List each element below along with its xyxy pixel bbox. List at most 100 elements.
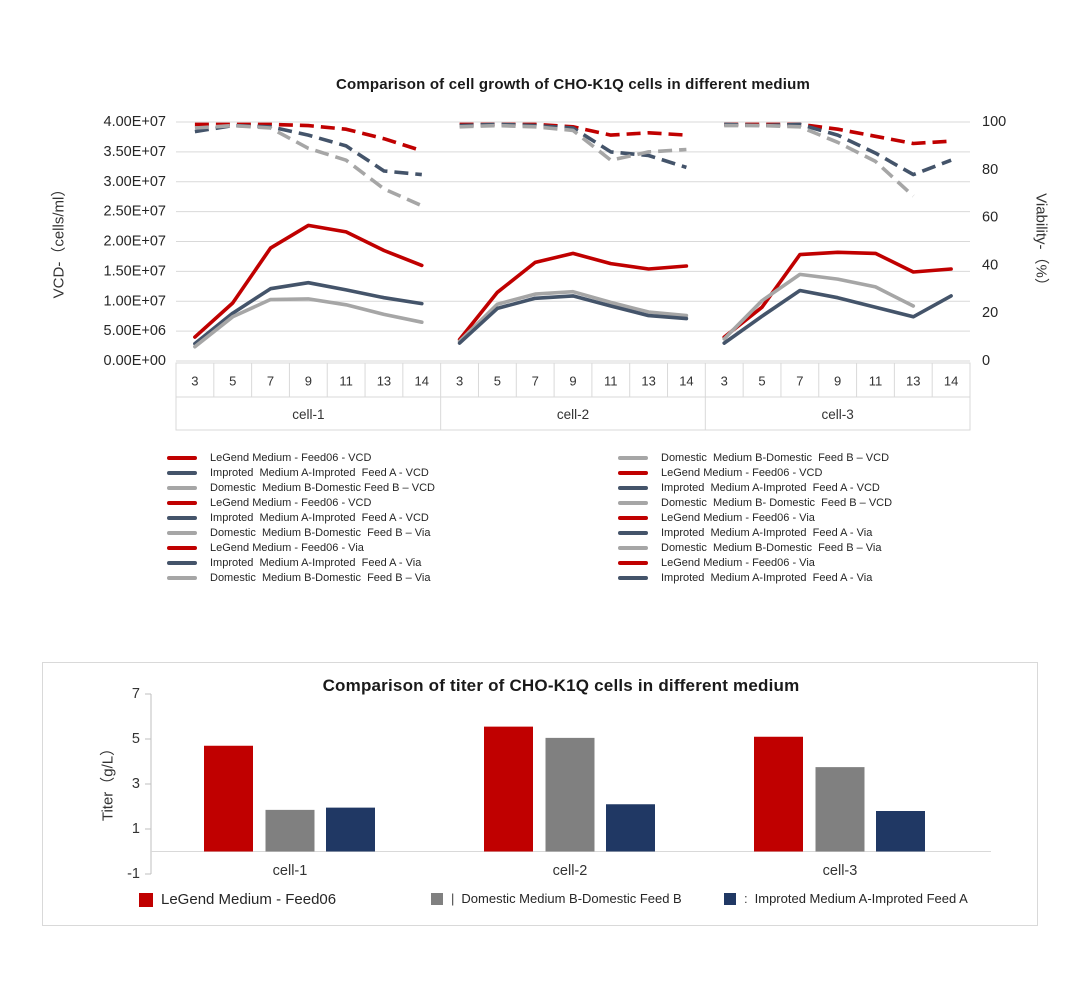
- axis-tick-label: 7: [132, 686, 140, 702]
- axis-tick-label: 60: [982, 210, 998, 226]
- series-line-cell-2-vcd: [457, 289, 689, 344]
- axis-tick-label: 14: [415, 374, 429, 389]
- legend-line-swatch: [167, 455, 197, 460]
- series-line-cell-2-via: [459, 123, 687, 162]
- axis-tick-label: 20: [982, 305, 998, 321]
- legend-item: Improted Medium A-Improted Feed A - VCD: [167, 465, 435, 480]
- legend-item-label: LeGend Medium - Feed06 - Via: [661, 511, 815, 524]
- series-lines: [193, 122, 953, 349]
- series-line-cell-1-via: [194, 122, 423, 153]
- axis-tick-label: 80: [982, 162, 998, 178]
- legend-item: LeGend Medium - Feed06 - Via: [618, 555, 892, 570]
- legend-item-label: Improted Medium A-Improted Feed A - Via: [661, 571, 873, 584]
- legend-item: Domestic Medium B-Domestic Feed B – Via: [167, 570, 435, 585]
- axis-tick-label: cell-2: [557, 407, 589, 422]
- legend-line-swatch: [618, 530, 648, 535]
- series-line-cell-1-via: [194, 123, 422, 177]
- growth-chart-canvas: 4.00E+07 3.50E+07 3.00E+07 2.50E+07 2.00E+07…: [104, 114, 1006, 431]
- x-axis-table: [175, 362, 971, 431]
- series-line-cell-3-via: [724, 122, 952, 177]
- axis-tick-label: cell-3: [823, 863, 858, 879]
- bar-cell-3-series1: [754, 736, 803, 852]
- series-line-cell-1-vcd: [193, 280, 424, 346]
- axis-tick-label: 5: [758, 374, 765, 389]
- series-line-cell-1-vcd: [193, 297, 424, 349]
- series-line-cell-3-vcd: [722, 272, 916, 341]
- bar-cell-2-series2: [545, 737, 595, 852]
- axis-tick-label: 5: [494, 374, 501, 389]
- axis-tick-label: 13: [906, 374, 920, 389]
- bar-cell-1-series1: [204, 745, 253, 852]
- legend-item-label: Domestic Medium B-Domestic Feed B: [461, 891, 682, 906]
- series-line-cell-3-via: [724, 123, 915, 198]
- legend-line-swatch: [618, 455, 648, 460]
- legend-color-swatch: [139, 892, 153, 907]
- legend-item: Domestic Medium B-Domestic Feed B – VCD: [618, 450, 892, 465]
- legend-item-label: Domestic Medium B-Domestic Feed B – VCD: [210, 481, 435, 494]
- legend-line-swatch: [167, 515, 197, 520]
- axis-tick-label: 3: [191, 374, 198, 389]
- axis-tick-label: cell-3: [822, 407, 854, 422]
- legend-item-label: Improted Medium A-Improted Feed A - VCD: [210, 511, 429, 524]
- legend-line-swatch: [618, 575, 648, 580]
- legend-item: LeGend Medium - Feed06 - VCD: [618, 465, 892, 480]
- axis-tick-label: 1: [132, 821, 140, 837]
- axis-tick-label: 5: [229, 374, 236, 389]
- growth-chart: Comparison of cell growth of CHO-K1Q cel…: [51, 76, 1050, 585]
- axis-tick-label: 14: [944, 374, 958, 389]
- series-line-cell-1-vcd: [193, 223, 424, 339]
- legend-separator: :: [744, 891, 748, 906]
- axis-tick-label: 3: [721, 374, 728, 389]
- axis-tick-label: 7: [267, 374, 274, 389]
- axis-tick-label: 9: [834, 374, 841, 389]
- legend-item-label: LeGend Medium - Feed06 - VCD: [661, 466, 823, 479]
- axis-tick-label: 4.00E+07: [104, 114, 167, 130]
- axis-tick-label: cell-1: [292, 407, 324, 422]
- growth-legend-right-column: Domestic Medium B-Domestic Feed B – VCD L…: [618, 450, 892, 585]
- legend-line-swatch: [167, 485, 197, 490]
- legend-line-swatch: [618, 515, 648, 520]
- legend-item: LeGend Medium - Feed06 - Via: [167, 540, 435, 555]
- axis-tick-label: 3.00E+07: [104, 174, 167, 190]
- axis-tick-label: 5.00E+06: [104, 323, 167, 339]
- titer-category-labels: cell-1 cell-2 cell-3: [273, 863, 858, 879]
- legend-item: | Domestic Medium B-Domestic Feed B: [431, 891, 682, 906]
- legend-item-label: Domestic Medium B-Domestic Feed B – Via: [210, 571, 431, 584]
- bar-cell-2-series1: [484, 726, 533, 852]
- axis-tick-label: 13: [377, 374, 391, 389]
- legend-item-label: LeGend Medium - Feed06 - VCD: [210, 496, 372, 509]
- axis-tick-label: 1.00E+07: [104, 293, 167, 309]
- series-line-cell-2-via: [459, 122, 687, 170]
- legend-line-swatch: [618, 485, 648, 490]
- legend-item: Improted Medium A-Improted Feed A - Via: [618, 525, 892, 540]
- gridlines: [176, 121, 970, 362]
- axis-tick-label: 1.50E+07: [104, 263, 167, 279]
- legend-line-swatch: [167, 470, 197, 475]
- legend-item-label: Improted Medium A-Improted Feed A: [754, 891, 968, 906]
- legend-item: Improted Medium A-Improted Feed A - Via: [167, 555, 435, 570]
- axis-tick-label: 7: [796, 374, 803, 389]
- axis-tick-label: 2.50E+07: [104, 204, 167, 220]
- axis-tick-label: 5: [132, 731, 140, 747]
- bar-cell-1-series2: [265, 809, 315, 852]
- legend-item: Domestic Medium B- Domestic Feed B – VCD: [618, 495, 892, 510]
- series-line-cell-3-vcd: [722, 288, 953, 345]
- legend-item-label: Improted Medium A-Improted Feed A - Via: [661, 526, 873, 539]
- axis-tick-label: 2.00E+07: [104, 234, 167, 250]
- axis-tick-label: 0.00E+00: [104, 353, 167, 369]
- axis-tick-label: 11: [869, 374, 883, 389]
- bar-cell-3-series2: [815, 767, 865, 852]
- legend-item-label: Improted Medium A-Improted Feed A - VCD: [210, 466, 429, 479]
- legend-item: Domestic Medium B-Domestic Feed B – Via: [618, 540, 892, 555]
- legend-item-label: Domestic Medium B-Domestic Feed B – Via: [210, 526, 431, 539]
- axis-tick-label: 9: [305, 374, 312, 389]
- legend-item: LeGend Medium - Feed06 - VCD: [167, 495, 435, 510]
- axis-tick-label: 11: [604, 374, 618, 389]
- axis-tick-label: 100: [982, 114, 1006, 130]
- legend-line-swatch: [618, 470, 648, 475]
- legend-item: Domestic Medium B-Domestic Feed B – VCD: [167, 480, 435, 495]
- legend-separator: |: [451, 891, 455, 906]
- legend-item-label: LeGend Medium - Feed06 - VCD: [210, 451, 372, 464]
- legend-item-label: LeGend Medium - Feed06 - Via: [210, 541, 364, 554]
- legend-item-label: Domestic Medium B-Domestic Feed B – VCD: [661, 451, 890, 464]
